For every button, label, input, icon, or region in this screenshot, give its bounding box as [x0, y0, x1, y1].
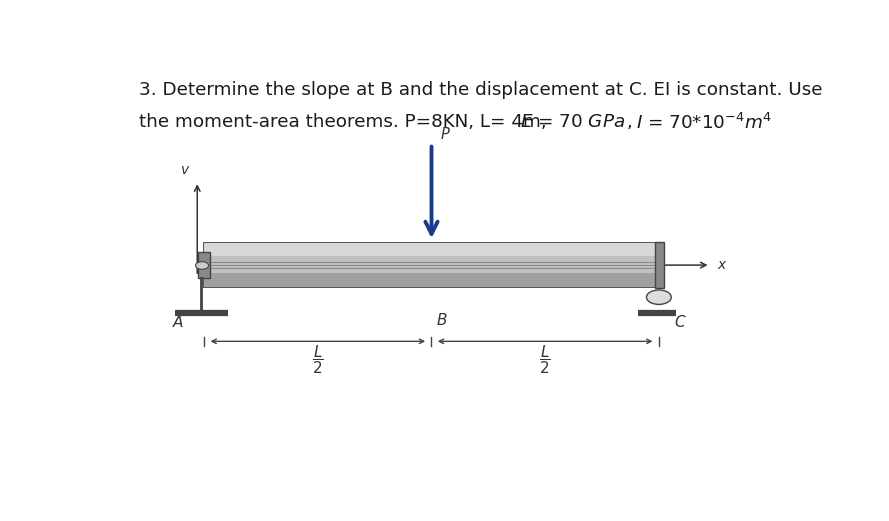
Bar	[655, 242, 664, 288]
Text: 3. Determine the slope at B and the displacement at C. EI is constant. Use: 3. Determine the slope at B and the disp…	[139, 81, 822, 98]
Text: $\dfrac{L}{2}$: $\dfrac{L}{2}$	[540, 343, 551, 376]
Text: v: v	[180, 163, 189, 177]
Text: A: A	[172, 315, 183, 330]
Text: the moment-area theorems. P=8KN, L= 4m,: the moment-area theorems. P=8KN, L= 4m,	[139, 113, 547, 131]
Bar	[198, 252, 211, 278]
Text: $\it{I}$ = 70*10$^{-4}$$\it{m}$$^{4}$: $\it{I}$ = 70*10$^{-4}$$\it{m}$$^{4}$	[637, 113, 772, 133]
Text: B: B	[437, 313, 447, 328]
Text: P: P	[440, 127, 449, 142]
Text: x: x	[717, 258, 725, 272]
Text: ,: ,	[627, 113, 632, 131]
Bar	[204, 243, 659, 256]
Text: $\dfrac{L}{2}$: $\dfrac{L}{2}$	[312, 343, 324, 376]
Circle shape	[646, 290, 671, 304]
Bar	[204, 273, 659, 287]
Text: $\it{E}$ = 70 $\it{GPa}$: $\it{E}$ = 70 $\it{GPa}$	[520, 113, 625, 131]
Circle shape	[196, 262, 209, 269]
Bar	[204, 243, 659, 287]
Text: C: C	[674, 315, 685, 330]
